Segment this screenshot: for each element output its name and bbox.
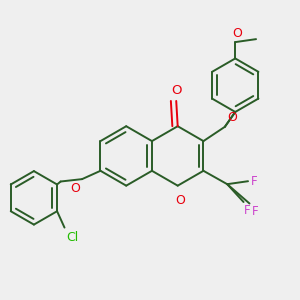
Text: O: O: [171, 84, 181, 98]
Text: O: O: [70, 182, 80, 194]
Text: O: O: [175, 194, 185, 207]
Text: F: F: [244, 204, 251, 218]
Text: O: O: [232, 27, 242, 40]
Text: Cl: Cl: [66, 230, 78, 244]
Text: O: O: [227, 111, 237, 124]
Text: F: F: [252, 205, 259, 218]
Text: F: F: [250, 175, 257, 188]
